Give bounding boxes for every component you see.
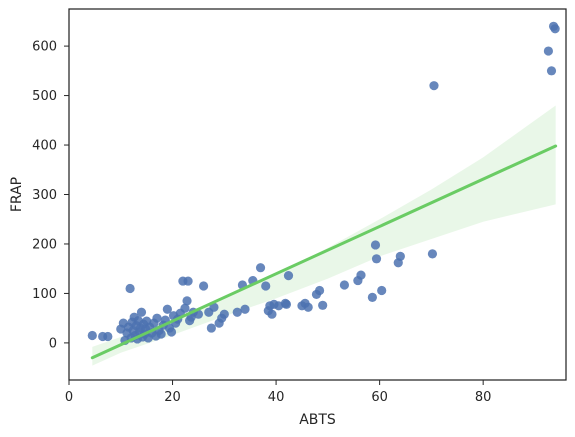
y-tick-label: 300: [32, 188, 57, 203]
data-point: [303, 302, 313, 312]
data-point: [283, 271, 294, 281]
data-point: [377, 285, 387, 296]
data-point: [240, 304, 250, 314]
data-point: [543, 46, 554, 56]
regression-line: [90, 144, 558, 360]
data-point: [136, 307, 147, 317]
data-point: [367, 292, 377, 302]
data-point: [370, 240, 381, 250]
data-point: [267, 309, 277, 319]
data-point: [314, 285, 325, 296]
data-point: [152, 313, 162, 323]
regression-line-layer: [90, 144, 558, 360]
data-point: [550, 24, 560, 34]
data-point: [395, 251, 405, 261]
x-tick-label: 0: [65, 390, 73, 405]
x-tick-label: 60: [371, 390, 388, 405]
data-point: [356, 270, 366, 280]
x-tick-label: 20: [164, 390, 181, 405]
data-point: [261, 281, 271, 291]
data-point: [232, 307, 242, 317]
data-point: [371, 254, 382, 264]
data-point: [219, 309, 229, 319]
x-axis-ticks: 0 20 40 60 80: [65, 380, 492, 405]
y-axis-label: FRAP: [9, 177, 25, 212]
data-point: [87, 330, 97, 341]
points-layer: [87, 21, 560, 346]
y-tick-label: 0: [49, 336, 57, 351]
data-point: [103, 331, 113, 342]
data-point: [182, 296, 192, 306]
data-point: [209, 302, 219, 312]
data-point: [281, 299, 292, 309]
data-point: [427, 249, 438, 259]
data-point: [162, 304, 172, 314]
data-point: [125, 283, 135, 294]
y-axis-ticks: 0 100 200 300 400 500 600: [32, 40, 69, 351]
y-tick-label: 200: [32, 237, 57, 252]
y-tick-label: 500: [32, 89, 57, 104]
y-tick-label: 600: [32, 40, 57, 55]
y-tick-label: 400: [32, 139, 57, 154]
data-point: [255, 263, 266, 273]
data-point: [199, 281, 209, 291]
x-tick-label: 40: [268, 390, 285, 405]
x-tick-label: 80: [475, 390, 492, 405]
y-tick-label: 100: [32, 287, 57, 302]
data-point: [429, 81, 439, 91]
data-point: [318, 300, 328, 310]
x-axis-label: ABTS: [299, 412, 336, 428]
data-point: [166, 327, 177, 337]
data-point: [156, 329, 166, 339]
data-point: [206, 323, 216, 333]
data-point: [546, 66, 557, 76]
data-point: [183, 276, 193, 286]
data-point: [339, 280, 350, 290]
data-point: [180, 303, 190, 313]
